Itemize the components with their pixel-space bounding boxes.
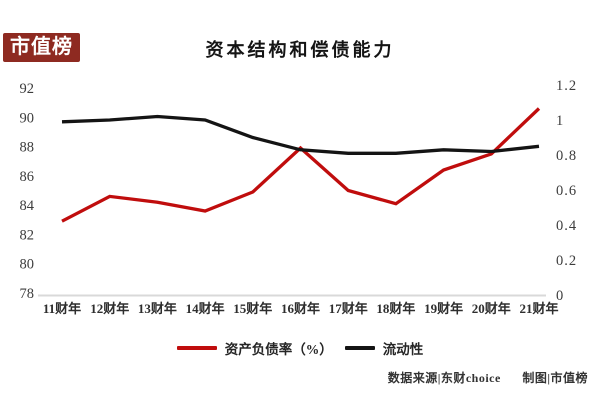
y-axis-right-tick: 1 — [556, 113, 564, 129]
y-axis-right-tick: 0.2 — [556, 253, 577, 269]
brand-badge-label: 市值榜 — [10, 36, 73, 58]
y-axis-right-tick: 0.4 — [556, 218, 577, 234]
y-axis-left-tick: 80 — [20, 257, 35, 273]
x-axis-tick: 15财年 — [233, 301, 272, 316]
x-axis-tick: 16财年 — [281, 301, 320, 316]
red-line-swatch-icon — [176, 346, 217, 350]
x-axis-tick: 21财年 — [519, 301, 558, 316]
data-source-text: 数据来源|东财choice — [387, 371, 501, 385]
y-axis-left-tick: 78 — [20, 286, 35, 302]
y-axis-left-tick: 92 — [20, 81, 35, 97]
legend-item-debt-ratio: 资产负债率（%） — [176, 338, 333, 358]
x-axis-tick: 17财年 — [329, 301, 368, 316]
y-axis-right-tick: 0.6 — [556, 183, 577, 199]
brand-badge: 市值榜 — [3, 33, 80, 62]
x-axis-tick: 14财年 — [186, 301, 225, 316]
y-axis-left-tick: 90 — [20, 110, 35, 126]
chart-title: 资本结构和偿债能力 — [205, 40, 395, 60]
y-axis-right-tick: 1.2 — [556, 78, 577, 94]
x-axis-tick: 20财年 — [472, 301, 511, 316]
legend-item-liquidity: 流动性 — [344, 338, 424, 358]
x-axis-tick: 13财年 — [138, 301, 177, 316]
legend-label-liquidity: 流动性 — [382, 342, 424, 357]
x-axis-tick: 11财年 — [43, 301, 81, 316]
y-axis-left-tick: 84 — [20, 198, 35, 214]
x-axis-tick: 12财年 — [90, 301, 129, 316]
black-line-swatch-icon — [344, 346, 375, 350]
x-axis-tick: 18财年 — [376, 301, 415, 316]
y-axis-left-tick: 82 — [20, 227, 35, 243]
debt-ratio-line — [61, 107, 541, 223]
y-axis-right-tick: 0 — [556, 288, 564, 304]
y-axis-left-tick: 86 — [20, 169, 35, 185]
liquidity-line — [61, 114, 540, 155]
y-axis-right-tick: 0.8 — [556, 148, 577, 164]
y-axis-left-tick: 88 — [20, 140, 35, 156]
x-axis-tick: 19财年 — [424, 301, 463, 316]
legend-label-debt-ratio: 资产负债率（%） — [224, 342, 333, 357]
chart-legend: 资产负债率（%） 流动性 — [0, 338, 600, 358]
chart-credit-text: 制图|市值榜 — [522, 371, 588, 385]
attribution: 数据来源|东财choice 制图|市值榜 — [388, 369, 588, 386]
